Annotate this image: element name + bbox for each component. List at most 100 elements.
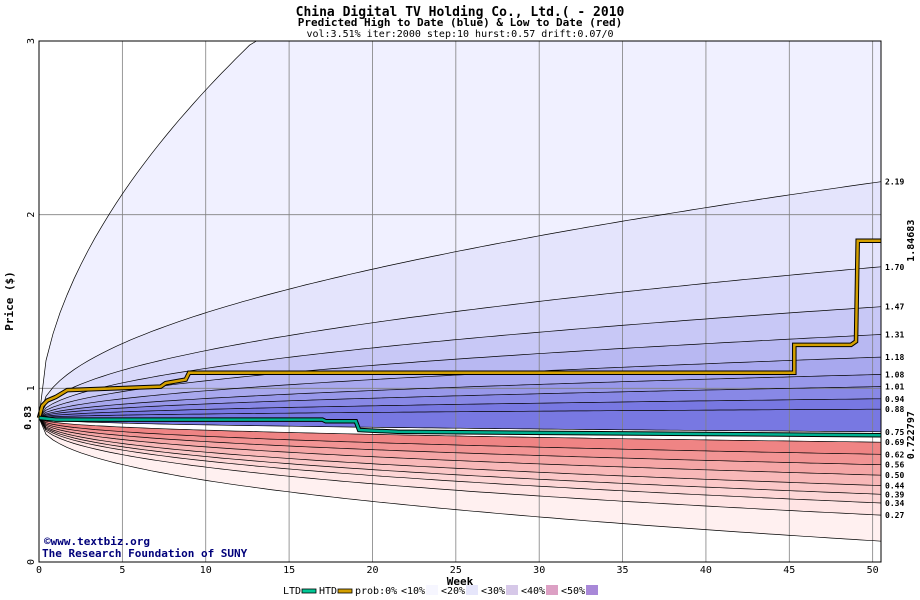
x-tick-label: 50	[867, 565, 879, 576]
probability-band	[39, 417, 881, 495]
band-end-label: 0.56	[885, 461, 904, 470]
legend-line-swatch	[337, 588, 353, 594]
x-axis-ticks: 0 5 10 15 20 25 30 35 40 45 50	[36, 565, 879, 576]
probability-band	[39, 306, 881, 418]
legend-label: <20%	[441, 586, 465, 597]
series-lines	[36, 238, 882, 438]
grid-lines	[39, 41, 881, 562]
htd-end-label: 1.84683	[906, 220, 917, 262]
probability-band	[39, 417, 881, 503]
y-tick-label: 1	[26, 385, 37, 391]
legend: LTD HTD prob:0% <10% <20% <30% <40% <50%	[283, 585, 598, 597]
band-boundary-line	[38, 374, 882, 419]
legend-line-swatch	[301, 588, 317, 594]
legend-color-swatch	[426, 585, 438, 595]
probability-band	[39, 398, 881, 418]
y-axis-label: Price ($)	[3, 271, 16, 331]
band-boundary-line	[38, 417, 882, 495]
probability-band	[39, 41, 881, 418]
probability-band	[39, 417, 881, 465]
y-axis-ticks: 0 1 2 3	[26, 38, 37, 565]
probability-band	[39, 417, 881, 542]
legend-label: <30%	[481, 586, 505, 597]
x-tick-label: 15	[283, 565, 295, 576]
y-tick-label: 3	[26, 38, 37, 44]
legend-color-swatch	[506, 585, 518, 595]
band-end-label: 1.08	[885, 370, 904, 379]
legend-label: <50%	[561, 586, 585, 597]
band-end-label: 1.18	[885, 353, 904, 362]
band-boundary-line	[38, 417, 882, 466]
probability-band	[39, 417, 881, 476]
band-end-label: 0.50	[885, 471, 904, 480]
y-tick-label: 0	[26, 559, 37, 565]
ltd-line	[38, 416, 882, 437]
plot-frame	[38, 40, 882, 563]
band-boundary-line	[38, 417, 882, 443]
probability-band	[39, 334, 881, 418]
band-end-label: 1.01	[885, 383, 904, 392]
band-boundary-line	[38, 417, 882, 504]
x-axis-label: Week	[447, 575, 474, 588]
x-tick-label: 35	[617, 565, 629, 576]
x-tick-label: 45	[783, 565, 795, 576]
ltd-end-label: 0.722797	[906, 411, 917, 459]
probability-band	[39, 181, 881, 418]
x-tick-label: 25	[450, 565, 462, 576]
band-end-label: 1.47	[885, 303, 904, 312]
legend-color-swatch	[586, 585, 598, 595]
legend-color-swatch	[546, 585, 558, 595]
band-boundary-line	[38, 417, 882, 516]
credit-org: The Research Foundation of SUNY	[42, 547, 248, 560]
band-boundary-line	[38, 417, 882, 476]
legend-label: <40%	[521, 586, 545, 597]
band-boundary-line	[38, 181, 882, 419]
probability-band	[39, 386, 881, 418]
band-end-label: 0.27	[885, 511, 904, 520]
band-boundary-line	[38, 398, 881, 419]
probability-band	[39, 374, 881, 418]
band-end-label: 0.69	[885, 438, 904, 447]
credit-url: ©www.textbiz.org	[44, 535, 150, 548]
probability-bands	[39, 41, 881, 562]
band-end-label: 0.88	[885, 405, 904, 414]
x-tick-label: 30	[533, 565, 545, 576]
band-boundary-line	[38, 334, 882, 419]
legend-label: <10%	[401, 586, 425, 597]
x-tick-label: 0	[36, 565, 42, 576]
probability-band	[39, 409, 881, 432]
band-end-label: 1.70	[885, 263, 904, 272]
band-boundary-line	[38, 417, 882, 433]
probability-band	[39, 417, 881, 562]
band-boundary-line	[38, 417, 882, 486]
legend-label: HTD	[319, 586, 337, 597]
start-price-label: 0.83	[23, 406, 34, 430]
band-end-label: 0.44	[885, 482, 904, 491]
legend-label: prob:0%	[355, 586, 397, 597]
x-tick-label: 10	[200, 565, 212, 576]
probability-band	[39, 417, 881, 516]
legend-label: LTD	[283, 586, 301, 597]
chart-title: China Digital TV Holding Co., Ltd.( - 20…	[296, 5, 625, 20]
probability-band	[39, 266, 881, 418]
band-boundary-line	[38, 417, 882, 542]
band-boundary-line	[38, 266, 882, 419]
right-band-labels: 2.19 1.70 1.47 1.31 1.18 1.08 1.01 0.940.88 0.75…	[885, 178, 904, 520]
chart-subtitle: Predicted High to Date (blue) & Low to D…	[298, 16, 623, 29]
band-end-label: 0.39	[885, 490, 904, 499]
y-tick-label: 2	[26, 212, 37, 218]
band-boundary-line	[38, 417, 882, 455]
band-end-label: 0.94	[885, 395, 904, 404]
band-end-label: 0.34	[885, 499, 904, 508]
band-boundary-line	[38, 386, 882, 419]
x-tick-label: 20	[366, 565, 378, 576]
x-tick-label: 40	[700, 565, 712, 576]
band-boundary-line	[38, 306, 882, 419]
legend-color-swatch	[466, 585, 478, 595]
band-end-label: 2.19	[885, 178, 904, 187]
band-end-label: 0.75	[885, 428, 904, 437]
x-tick-label: 5	[119, 565, 125, 576]
band-boundary-line	[38, 408, 881, 419]
band-end-label: 1.31	[885, 330, 904, 339]
